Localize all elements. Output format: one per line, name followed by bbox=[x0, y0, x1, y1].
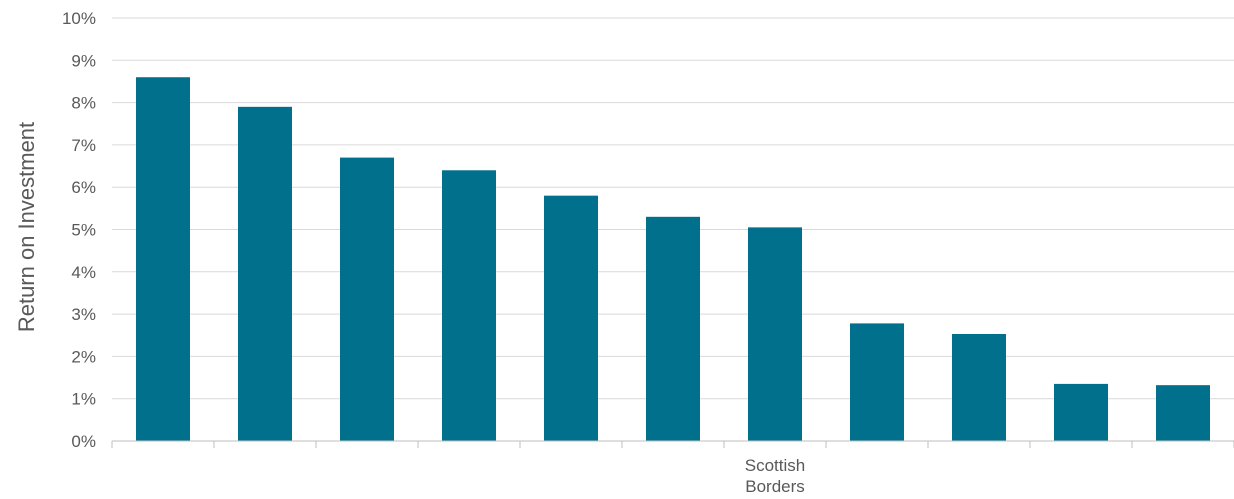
y-axis-title: Return on Investment bbox=[14, 122, 39, 332]
y-axis-tick-labels: 0% 1% 2% 3% 4% 5% 6% 7% 8% 9% 10% bbox=[62, 9, 96, 451]
x-axis bbox=[111, 440, 1234, 448]
bar bbox=[646, 216, 700, 441]
y-tick-label: 1% bbox=[71, 390, 96, 409]
x-axis-category-labels: Scottish Borders bbox=[745, 456, 805, 496]
bar bbox=[442, 170, 496, 441]
bar bbox=[1054, 383, 1108, 441]
x-category-label: Scottish Borders bbox=[745, 456, 805, 496]
y-tick-label: 10% bbox=[62, 9, 96, 28]
y-tick-label: 0% bbox=[71, 432, 96, 451]
y-tick-label: 2% bbox=[71, 347, 96, 366]
bars bbox=[136, 77, 1210, 441]
bar bbox=[1156, 385, 1210, 441]
y-tick-label: 3% bbox=[71, 305, 96, 324]
y-tick-label: 7% bbox=[71, 136, 96, 155]
bar bbox=[952, 333, 1006, 441]
bar bbox=[340, 157, 394, 441]
bar bbox=[544, 195, 598, 441]
bar bbox=[136, 77, 190, 441]
bar bbox=[238, 106, 292, 441]
y-tick-label: 9% bbox=[71, 51, 96, 70]
bar bbox=[748, 227, 802, 441]
y-tick-label: 4% bbox=[71, 263, 96, 282]
y-tick-label: 5% bbox=[71, 221, 96, 240]
y-tick-label: 8% bbox=[71, 94, 96, 113]
y-tick-label: 6% bbox=[71, 178, 96, 197]
bar bbox=[850, 323, 904, 441]
